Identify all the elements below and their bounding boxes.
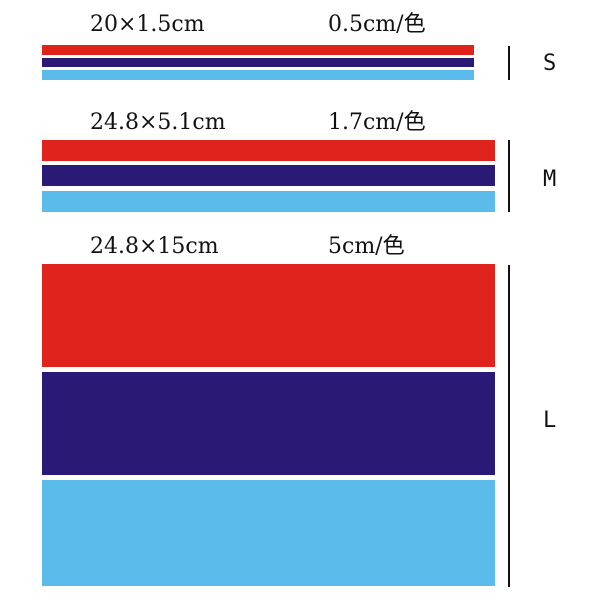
- size-m-letter: M: [543, 167, 557, 192]
- size-m-light-blue-stripe: [42, 191, 495, 212]
- size-m-navy-stripe: [42, 165, 495, 186]
- size-l-light-blue-stripe: [42, 480, 495, 586]
- size-s-light-blue-stripe: [42, 70, 474, 80]
- size-m-per-color: 1.7cm/色: [328, 110, 426, 135]
- size-l-per-color: 5cm/色: [328, 234, 405, 259]
- size-m-dimensions: 24.8×5.1cm: [90, 110, 226, 135]
- size-s-red-stripe: [42, 45, 474, 55]
- size-s-per-color: 0.5cm/色: [328, 12, 426, 37]
- size-l-letter: L: [543, 408, 557, 433]
- size-l-red-stripe: [42, 264, 495, 367]
- size-l-dimensions: 24.8×15cm: [90, 234, 219, 259]
- size-m-red-stripe: [42, 140, 495, 161]
- size-m-bracket: [508, 140, 510, 212]
- size-s-letter: S: [543, 51, 557, 76]
- size-s-navy-stripe: [42, 58, 474, 67]
- size-l-bracket: [508, 265, 510, 587]
- size-s-bracket: [508, 46, 510, 80]
- size-l-navy-stripe: [42, 372, 495, 475]
- size-s-dimensions: 20×1.5cm: [90, 12, 205, 37]
